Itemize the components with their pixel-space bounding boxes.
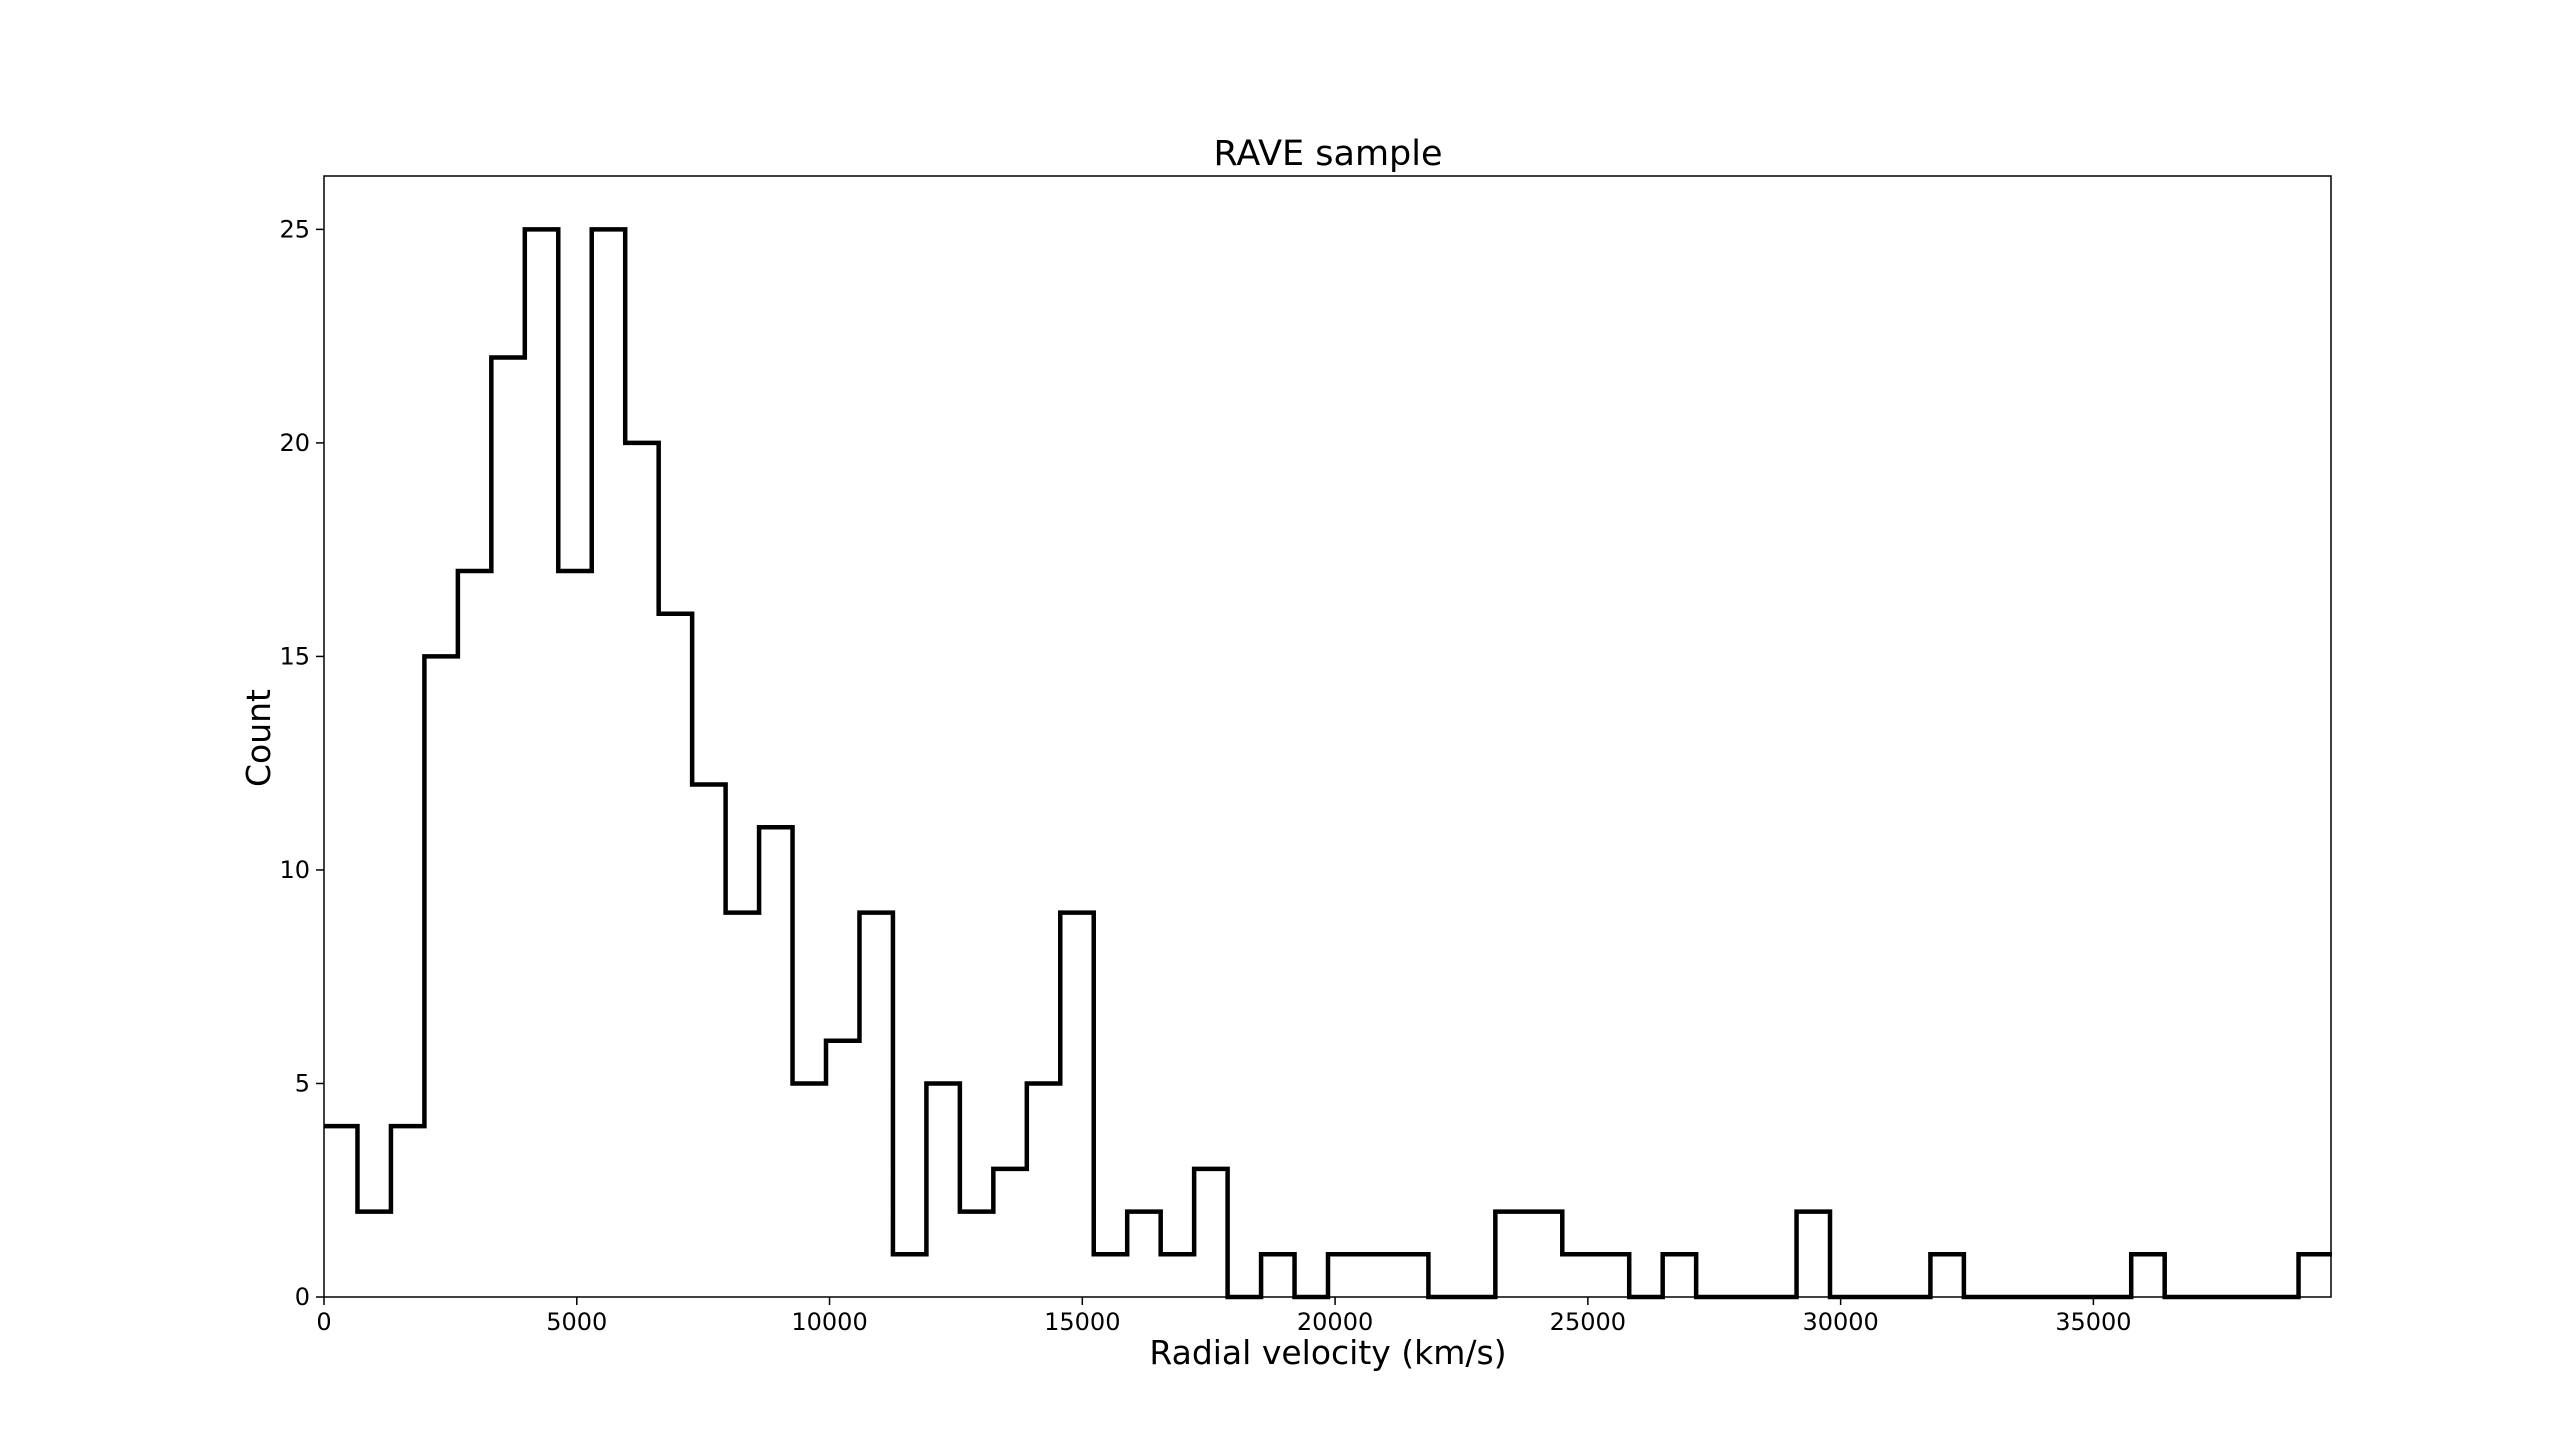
histogram-bin [458,571,491,1297]
y-tick-label: 0 [295,1283,310,1311]
x-tick-label: 20000 [1297,1308,1373,1336]
histogram-bin [592,229,625,1297]
x-tick-label: 0 [316,1308,331,1336]
histogram-bin [1930,1254,1963,1297]
histogram-bin [859,913,892,1297]
x-tick-label: 10000 [791,1308,867,1336]
y-tick-label: 10 [279,856,310,884]
histogram-bin [826,1041,859,1297]
histogram-bin [1361,1254,1394,1297]
histogram-bin [324,1126,357,1297]
histogram-bin [960,1212,993,1297]
histogram-bin [2299,1254,2332,1297]
x-tick-label: 15000 [1044,1308,1120,1336]
y-tick-label: 25 [279,215,310,243]
histogram-bin [558,571,591,1297]
y-tick-label: 20 [279,429,310,457]
histogram-bin [491,357,524,1297]
histogram-bin [1194,1169,1227,1297]
y-axis: 0 5 10 15 20 25 [279,215,324,1311]
y-tick-label: 15 [279,642,310,670]
histogram-bin [1261,1254,1294,1297]
histogram-bin [1797,1212,1830,1297]
histogram-bin [525,229,558,1297]
x-axis-label: Radial velocity (km/s) [1149,1333,1506,1372]
histogram-bin [1529,1212,1562,1297]
histogram-bin [1663,1254,1696,1297]
x-tick-label: 35000 [2055,1308,2131,1336]
x-tick-label: 5000 [546,1308,607,1336]
histogram-bin [1127,1212,1160,1297]
histogram-bin [625,443,658,1297]
x-axis: 0 5000 10000 15000 20000 25000 30000 35000 [316,1297,2132,1336]
histogram-bin [692,785,725,1297]
chart-title: RAVE sample [1213,134,1442,174]
histogram-bin [1495,1212,1528,1297]
histogram-bin [659,614,692,1297]
histogram-bin [793,1083,826,1297]
y-tick-label: 5 [295,1069,310,1097]
histogram-bin [357,1212,390,1297]
histogram-bin [424,656,457,1297]
histogram-bin [391,1126,424,1297]
histogram-bin [726,913,759,1297]
histogram-bin [893,1254,926,1297]
x-tick-label: 25000 [1550,1308,1626,1336]
plot-frame [323,175,2332,1298]
histogram-bin [1328,1254,1361,1297]
histogram-bin [1395,1254,1428,1297]
histogram-bin [759,827,792,1297]
histogram-bin [926,1083,959,1297]
histogram-bin [1596,1254,1629,1297]
histogram-bin [993,1169,1026,1297]
histogram-bin [2131,1254,2164,1297]
histogram-bin [1060,913,1093,1297]
x-tick-label: 30000 [1802,1308,1878,1336]
y-axis-label: Count [239,689,278,787]
histogram-bin [1562,1254,1595,1297]
histogram-bin [1094,1254,1127,1297]
histogram-bin [1027,1083,1060,1297]
histogram-bin [1161,1254,1194,1297]
plot-area [324,227,2333,1300]
